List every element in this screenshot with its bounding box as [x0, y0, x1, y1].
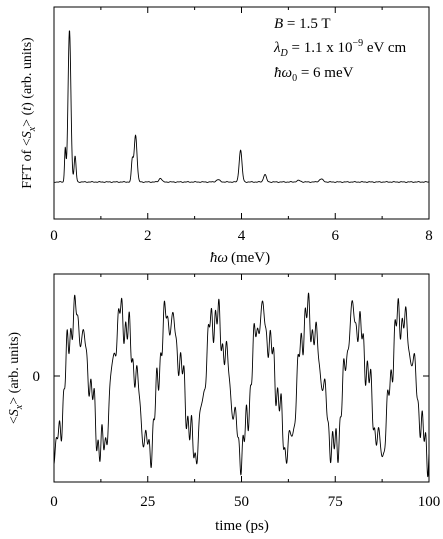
top-x-tick-labels: 0 2 4 6 8	[50, 228, 433, 244]
top-y-axis-label: FFT of <Sx> (t) (arb. units)	[20, 37, 38, 189]
top-panel: 0 2 4 6 8 B = 1.5 T λD = 1.1 x 10−9 eV cm ħω…	[20, 6, 433, 266]
spin-signal-line	[53, 292, 430, 478]
top-x-ticks	[53, 7, 430, 219]
bottom-x-tick-labels: 0 25 50 75 100	[50, 494, 440, 510]
bottom-panel: 0 25 50 75 100 0 time (ps) <Sx> (arb. units)	[7, 273, 440, 534]
bottom-x-axis-label: time (ps)	[215, 518, 269, 534]
top-x-tick-label-0: 0	[50, 228, 58, 244]
top-x-tick-label-6: 6	[332, 228, 340, 244]
bottom-x-tick-label-75: 75	[328, 494, 343, 510]
bottom-x-tick-label-25: 25	[140, 494, 155, 510]
fft-spectrum-line	[53, 30, 430, 183]
bottom-x-tick-label-0: 0	[50, 494, 58, 510]
top-plot-frame	[53, 6, 430, 220]
bottom-y-axis-label: <Sx> (arb. units)	[7, 332, 25, 425]
top-x-tick-label-2: 2	[144, 228, 152, 244]
top-x-axis-label: ħω (meV)	[210, 250, 270, 266]
bottom-y-tick-label-zero: 0	[33, 369, 41, 385]
bottom-x-tick-label-50: 50	[234, 494, 249, 510]
annotation-field: B = 1.5 T	[274, 16, 331, 32]
annotation-coupling: λD = 1.1 x 10−9 eV cm	[273, 38, 406, 59]
bottom-x-ticks	[53, 274, 430, 482]
top-x-tick-label-8: 8	[425, 228, 433, 244]
top-x-tick-label-4: 4	[238, 228, 246, 244]
annotation-confinement: ħω0 = 6 meV	[274, 65, 354, 84]
bottom-x-tick-label-100: 100	[418, 494, 441, 510]
